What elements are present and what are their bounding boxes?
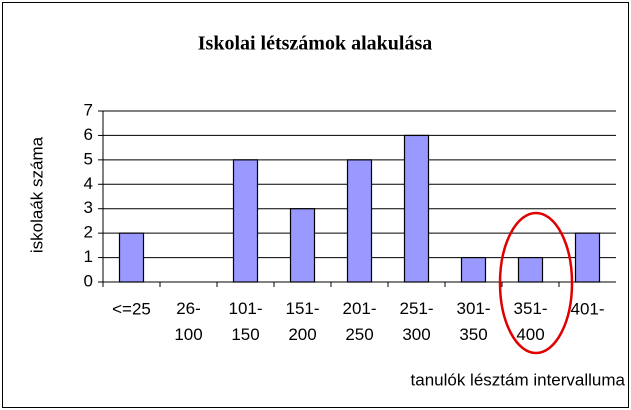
x-tick-label-line: 350 [459, 325, 487, 344]
bar [460, 256, 487, 283]
x-tick-label: 26-100 [174, 299, 202, 344]
x-tick-label: 301- 350 [456, 299, 490, 344]
y-axis-label: iskolaák száma [27, 136, 46, 253]
chart-title: Iskolai létszámok alakulása [198, 33, 432, 55]
bar [517, 256, 544, 283]
y-tick-label: 0 [84, 271, 93, 290]
y-tick-label: 1 [84, 247, 93, 266]
x-axis-label: tanulók lésztám intervalluma [411, 370, 626, 389]
y-tick-label: 7 [84, 100, 93, 119]
bar [232, 159, 259, 283]
bar [403, 134, 430, 283]
x-tick-label: <=25 [112, 299, 151, 318]
x-tick-label: 151- 200 [285, 299, 319, 344]
x-tick-label-line: 151- [285, 299, 319, 318]
bar [346, 159, 373, 283]
x-tick-label: 101- 150 [228, 299, 262, 344]
x-tick-label-line: 201- [342, 299, 376, 318]
bar [574, 232, 601, 283]
y-tick-label: 5 [84, 149, 93, 168]
x-tick-label-line: 300 [402, 325, 430, 344]
x-tick-label: 251- 300 [399, 299, 433, 344]
x-tick-label: 351- 400 [513, 299, 547, 344]
x-tick-label-line: 150 [231, 325, 259, 344]
y-tick-label: 6 [84, 125, 93, 144]
x-tick-label-line: 351- [513, 299, 547, 318]
bar [118, 232, 145, 283]
x-tick-label-line: 301- [456, 299, 490, 318]
x-tick-label-line: 400 [516, 325, 544, 344]
bar [289, 208, 316, 283]
y-tick-label: 3 [84, 198, 93, 217]
highlight-ellipse [498, 211, 574, 355]
y-tick-label: 4 [84, 174, 93, 193]
y-tick-label: 2 [84, 223, 93, 242]
x-tick-label-line: 200 [288, 325, 316, 344]
x-tick-label: 201- 250 [342, 299, 376, 344]
x-tick-label: 401- [570, 299, 604, 318]
x-tick-label-line: 250 [345, 325, 373, 344]
x-tick-label-line: 100 [174, 325, 202, 344]
x-tick-label-line: 26- [176, 299, 201, 318]
x-tick-label-line: 101- [228, 299, 262, 318]
x-tick-label-line: 251- [399, 299, 433, 318]
